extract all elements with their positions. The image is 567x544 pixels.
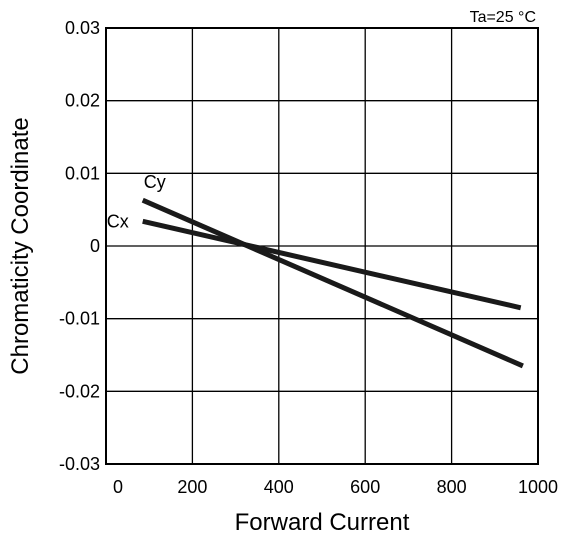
x-tick-labels: 0 200 400 600 800 1000 <box>113 477 558 497</box>
y-tick-label: 0.01 <box>65 163 100 183</box>
x-tick-label: 600 <box>350 477 380 497</box>
series-line-cx <box>142 218 522 311</box>
temperature-annotation: Ta=25 °C <box>470 9 536 26</box>
y-tick-label: -0.01 <box>59 309 100 329</box>
x-tick-label: 800 <box>437 477 467 497</box>
series-line-cy <box>141 197 524 369</box>
x-tick-label: 0 <box>113 477 123 497</box>
series-labels: Cy Cx <box>107 172 166 231</box>
y-tick-label: 0 <box>90 236 100 256</box>
series-lines <box>141 197 524 369</box>
y-tick-label: 0.02 <box>65 91 100 111</box>
grid <box>106 28 538 464</box>
y-tick-label: -0.03 <box>59 454 100 474</box>
y-tick-label: 0.03 <box>65 18 100 38</box>
y-tick-labels: 0.03 0.02 0.01 0 -0.01 -0.02 -0.03 <box>59 18 100 474</box>
plot-frame <box>105 27 539 465</box>
x-tick-label: 200 <box>177 477 207 497</box>
x-axis-title: Forward Current <box>235 509 410 536</box>
x-tick-label: 400 <box>264 477 294 497</box>
series-label-cx: Cx <box>107 211 129 231</box>
y-tick-label: -0.02 <box>59 381 100 401</box>
y-axis-title: Chromaticity Coordinate <box>7 117 34 374</box>
x-tick-label: 1000 <box>518 477 558 497</box>
series-label-cy: Cy <box>144 172 166 192</box>
